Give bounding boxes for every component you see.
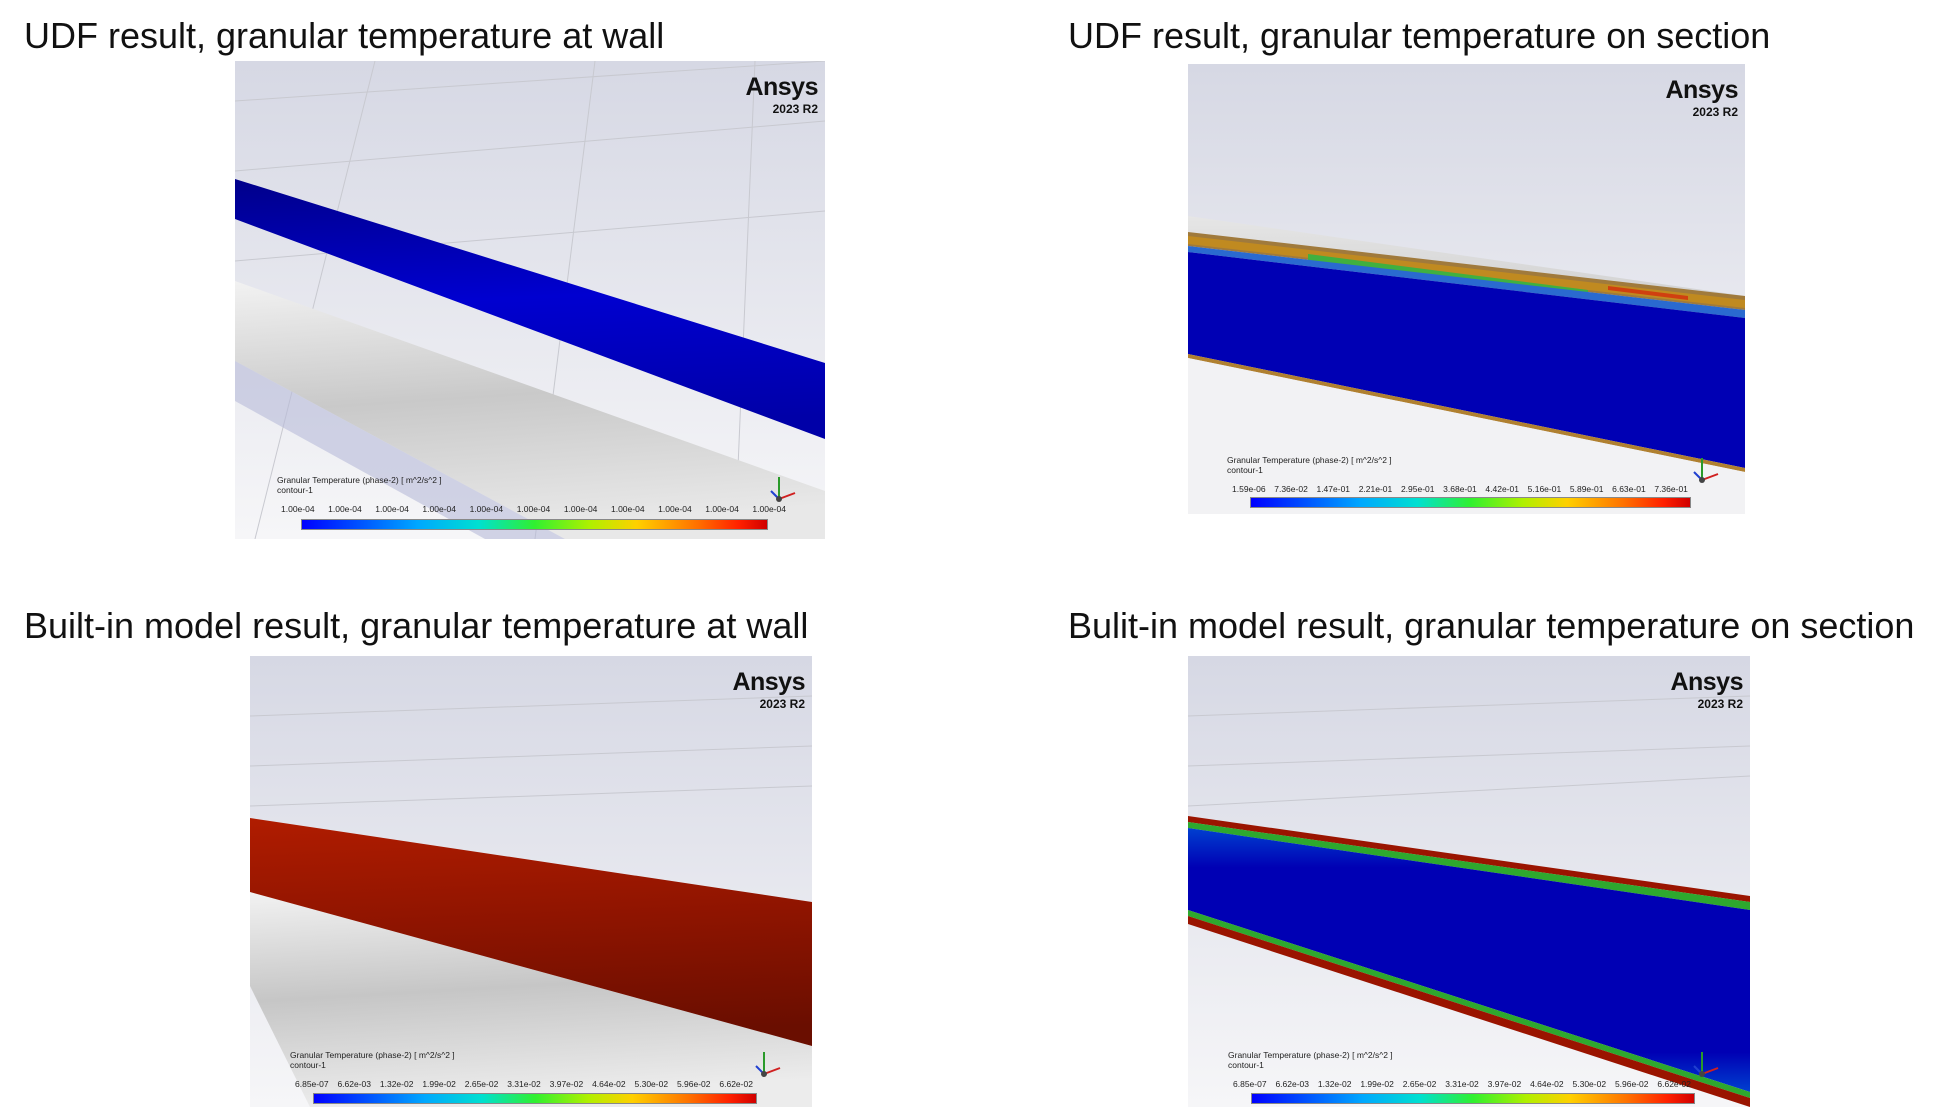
legend-tick-label: 3.68e-01: [1443, 484, 1477, 494]
ansys-logo: Ansys 2023 R2: [1665, 76, 1738, 120]
legend-tick-label: 3.97e-02: [1487, 1079, 1522, 1089]
legend-tick-label: 6.62e-02: [719, 1079, 753, 1089]
legend-tick-label: 1.00e-04: [610, 504, 645, 514]
legend-tick-label: 3.31e-02: [1445, 1079, 1479, 1089]
legend-tick-label: 1.99e-02: [1360, 1079, 1394, 1089]
legend-tick-label: 1.00e-04: [658, 504, 692, 514]
caption-builtin-wall: Built-in model result, granular temperat…: [24, 605, 809, 646]
legend-title: Granular Temperature (phase-2) [ m^2/s^2…: [1227, 455, 1392, 475]
legend-tick-label: 5.89e-01: [1569, 484, 1604, 494]
legend-tick-label: 5.30e-02: [634, 1079, 669, 1089]
legend-title: Granular Temperature (phase-2) [ m^2/s^2…: [290, 1050, 455, 1070]
ansys-logo: Ansys 2023 R2: [1670, 668, 1743, 712]
legend-tick-label: 2.65e-02: [1402, 1079, 1437, 1089]
axis-triad-icon: [1688, 450, 1726, 492]
legend-tick-label: 1.47e-01: [1316, 484, 1351, 494]
color-scale-bar: [313, 1093, 757, 1104]
builtin-wall-render: [250, 656, 812, 1107]
legend-tick-label: 5.96e-02: [1614, 1079, 1649, 1089]
legend-title: Granular Temperature (phase-2) [ m^2/s^2…: [1228, 1050, 1393, 1070]
legend-tick-label: 1.00e-04: [516, 504, 551, 514]
legend-tick-label: 3.31e-02: [507, 1079, 541, 1089]
legend-tick-label: 1.00e-04: [375, 504, 409, 514]
legend-tick-label: 1.59e-06: [1232, 484, 1266, 494]
legend-tick-label: 5.96e-02: [676, 1079, 711, 1089]
legend-ticks: 1.00e-04 1.00e-04 1.00e-04 1.00e-04 1.00e-04…: [281, 504, 786, 514]
legend-tick-label: 4.64e-02: [1530, 1079, 1564, 1089]
legend-tick-label: 4.42e-01: [1485, 484, 1519, 494]
legend-tick-label: 1.00e-04: [705, 504, 739, 514]
legend-ticks: 6.85e-07 6.62e-03 1.32e-02 1.99e-02 2.65e-02…: [295, 1079, 753, 1089]
legend-tick-label: 6.62e-02: [1657, 1079, 1691, 1089]
udf-section-render: [1188, 64, 1745, 514]
legend-tick-label: 1.32e-02: [379, 1079, 414, 1089]
color-scale-bar: [1250, 497, 1691, 508]
legend-ticks: 6.85e-07 6.62e-03 1.32e-02 1.99e-02 2.65e-02…: [1233, 1079, 1691, 1089]
legend-tick-label: 7.36e-02: [1274, 484, 1308, 494]
axis-triad-icon: [750, 1044, 788, 1086]
legend-tick-label: 3.97e-02: [549, 1079, 584, 1089]
legend-tick-label: 1.32e-02: [1317, 1079, 1352, 1089]
legend-tick-label: 6.85e-07: [295, 1079, 329, 1089]
builtin-wall-contour-view: Ansys 2023 R2 Granular Temperature (phas…: [250, 656, 812, 1107]
caption-builtin-section: Bulit-in model result, granular temperat…: [1068, 605, 1915, 646]
legend-tick-label: 2.21e-01: [1358, 484, 1393, 494]
caption-udf-wall: UDF result, granular temperature at wall: [24, 15, 665, 56]
legend-tick-label: 6.62e-03: [1275, 1079, 1309, 1089]
udf-section-contour-view: Ansys 2023 R2 Granular Temperature (phas…: [1188, 64, 1745, 514]
color-scale-bar: [301, 519, 768, 530]
legend-ticks: 1.59e-06 7.36e-02 1.47e-01 2.21e-01 2.95e-01…: [1232, 484, 1688, 494]
legend-tick-label: 1.00e-04: [328, 504, 362, 514]
legend-tick-label: 5.30e-02: [1572, 1079, 1607, 1089]
udf-wall-render: [235, 61, 825, 539]
ansys-logo: Ansys 2023 R2: [732, 668, 805, 712]
legend-tick-label: 1.99e-02: [422, 1079, 456, 1089]
builtin-section-render: [1188, 656, 1750, 1107]
legend-tick-label: 1.00e-04: [422, 504, 456, 514]
udf-wall-contour-view: Ansys 2023 R2 Granular Temperature (phas…: [235, 61, 825, 539]
legend-tick-label: 5.16e-01: [1527, 484, 1562, 494]
legend-tick-label: 1.00e-04: [469, 504, 504, 514]
legend-tick-label: 6.85e-07: [1233, 1079, 1267, 1089]
legend-tick-label: 2.95e-01: [1400, 484, 1435, 494]
legend-tick-label: 6.62e-03: [337, 1079, 371, 1089]
legend-tick-label: 6.63e-01: [1612, 484, 1646, 494]
ansys-logo: Ansys 2023 R2: [745, 73, 818, 117]
legend-tick-label: 4.64e-02: [592, 1079, 626, 1089]
builtin-section-contour-view: Ansys 2023 R2 Granular Temperature (phas…: [1188, 656, 1750, 1107]
legend-tick-label: 7.36e-01: [1654, 484, 1688, 494]
legend-tick-label: 1.00e-04: [281, 504, 315, 514]
color-scale-bar: [1251, 1093, 1695, 1104]
legend-title: Granular Temperature (phase-2) [ m^2/s^2…: [277, 475, 442, 495]
legend-tick-label: 1.00e-04: [563, 504, 598, 514]
legend-tick-label: 1.00e-04: [752, 504, 786, 514]
legend-tick-label: 2.65e-02: [464, 1079, 499, 1089]
axis-triad-icon: [1688, 1044, 1726, 1086]
axis-triad-icon: [765, 469, 803, 511]
caption-udf-section: UDF result, granular temperature on sect…: [1068, 15, 1771, 56]
